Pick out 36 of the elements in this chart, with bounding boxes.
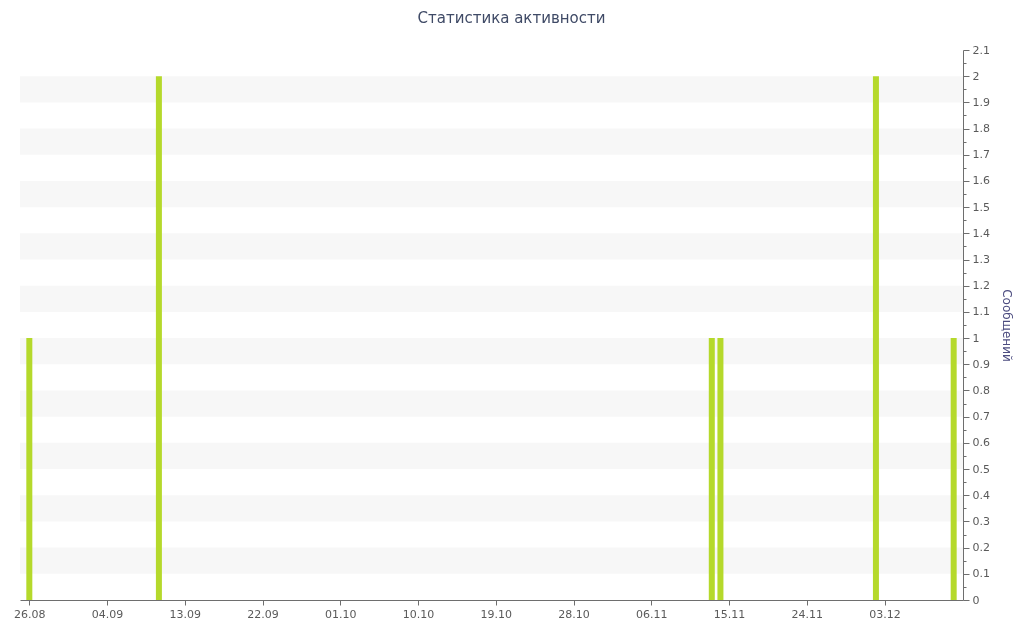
y-tick-label: 0.7 bbox=[972, 410, 990, 424]
y-tick-label: 2.1 bbox=[972, 43, 990, 57]
x-tick-label: 19.10 bbox=[480, 607, 513, 621]
y-tick-label: 1 bbox=[972, 331, 980, 345]
y-tick-label: 0.3 bbox=[972, 514, 990, 528]
y-axis-title: Сообщений bbox=[999, 289, 1014, 362]
y-tick-label: 0.1 bbox=[972, 567, 990, 581]
y-tick-label: 1.2 bbox=[972, 279, 990, 293]
x-tick-label: 13.09 bbox=[169, 607, 202, 621]
y-tick-label: 0.4 bbox=[972, 488, 990, 502]
y-tick-label: 0.2 bbox=[972, 541, 990, 555]
y-tick-label: 0.9 bbox=[972, 357, 990, 371]
x-tick-label: 06.11 bbox=[636, 607, 668, 621]
y-tick-label: 1.3 bbox=[972, 253, 990, 267]
x-tick-label: 28.10 bbox=[558, 607, 590, 621]
y-tick-label: 1.5 bbox=[972, 200, 990, 214]
x-tick-label: 10.10 bbox=[402, 607, 435, 621]
y-tick-label: 1.8 bbox=[972, 122, 990, 136]
y-tick-label: 0 bbox=[972, 593, 980, 607]
y-tick-label: 1.1 bbox=[972, 305, 990, 319]
y-tick-label: 0.6 bbox=[972, 436, 990, 450]
x-tick-label: 04.09 bbox=[91, 607, 124, 621]
y-tick-label: 0.5 bbox=[972, 462, 990, 476]
y-tick-label: 1.6 bbox=[972, 174, 990, 188]
y-tick-label: 1.7 bbox=[972, 148, 990, 162]
y-tick-label: 1.4 bbox=[972, 226, 990, 240]
chart-title: Статистика активности bbox=[417, 9, 606, 27]
x-tick-label: 03.12 bbox=[869, 607, 901, 621]
y-tick-label: 0.8 bbox=[972, 383, 990, 397]
x-tick-label: 01.10 bbox=[325, 607, 357, 621]
x-tick-label: 22.09 bbox=[247, 607, 279, 621]
x-tick-label: 15.11 bbox=[713, 607, 746, 621]
y-tick-label: 2 bbox=[972, 69, 980, 83]
x-tick-label: 24.11 bbox=[791, 607, 824, 621]
x-tick-label: 26.08 bbox=[14, 607, 46, 621]
y-tick-label: 1.9 bbox=[972, 95, 990, 109]
